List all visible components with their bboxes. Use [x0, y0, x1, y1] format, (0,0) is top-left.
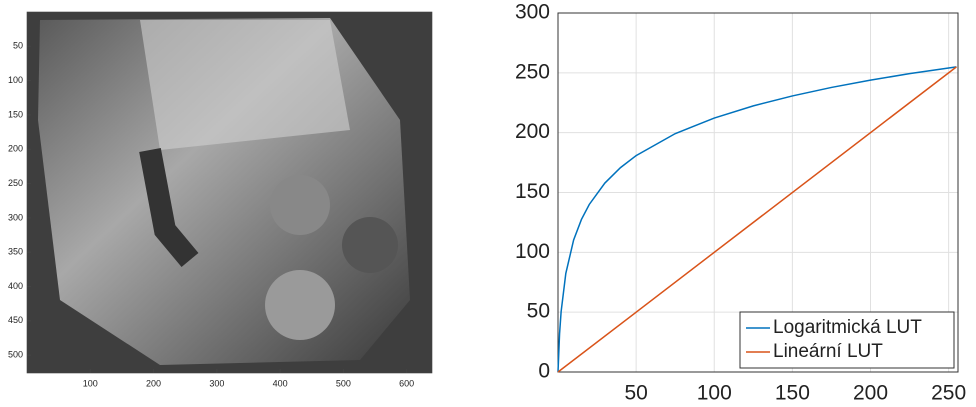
- axes-box: [26, 11, 433, 374]
- pulley: [270, 175, 330, 235]
- y-tick-label: 400: [8, 281, 23, 291]
- x-tick-label: 200: [853, 382, 888, 405]
- y-tick-label: 100: [515, 240, 550, 263]
- x-tick-label: 400: [273, 378, 288, 388]
- x-tick-label: 100: [83, 378, 98, 388]
- hose: [139, 147, 199, 268]
- y-tick-label: 100: [8, 75, 23, 85]
- pulley: [265, 270, 335, 340]
- pulley: [342, 217, 398, 273]
- y-tick-label: 50: [527, 300, 550, 323]
- x-tick-label: 250: [931, 382, 966, 405]
- y-tick-label: 500: [8, 350, 23, 360]
- line-panel: 50 100 150 200 250 0 50 100 150 200 250 300 Logaritm…: [515, 1, 966, 405]
- tank-shape: [140, 20, 350, 150]
- y-tick-label: 250: [515, 60, 550, 83]
- x-tick-label: 200: [146, 378, 161, 388]
- series-line: [557, 66, 957, 373]
- y-tick-label: 300: [515, 1, 550, 24]
- y-tick-label: 200: [515, 120, 550, 143]
- x-tick-label: 500: [336, 378, 351, 388]
- x-tick-label: 600: [399, 378, 414, 388]
- legend-label: Logaritmická LUT: [773, 317, 922, 338]
- legend-box: [739, 311, 955, 369]
- y-tick-label: 0: [538, 360, 550, 383]
- y-tick-label: 350: [8, 247, 23, 257]
- axes-box: [557, 12, 959, 373]
- series-line: [557, 66, 957, 373]
- x-tick-label: 100: [697, 382, 732, 405]
- image-panel: 100 200 300 400 500 600 50 100 150 200 250 300 350 40…: [8, 11, 433, 388]
- legend-label: Lineární LUT: [773, 341, 883, 362]
- y-tick-label: 450: [8, 315, 23, 325]
- x-tick-label: 150: [775, 382, 810, 405]
- y-tick-label: 50: [13, 41, 23, 51]
- x-tick-label: 300: [209, 378, 224, 388]
- x-tick-label: 50: [624, 382, 647, 405]
- y-tick-label: 250: [8, 178, 23, 188]
- image-content: [27, 12, 432, 373]
- y-tick-label: 150: [8, 109, 23, 119]
- y-tick-label: 150: [515, 180, 550, 203]
- y-tick-label: 300: [8, 212, 23, 222]
- y-tick-label: 200: [8, 144, 23, 154]
